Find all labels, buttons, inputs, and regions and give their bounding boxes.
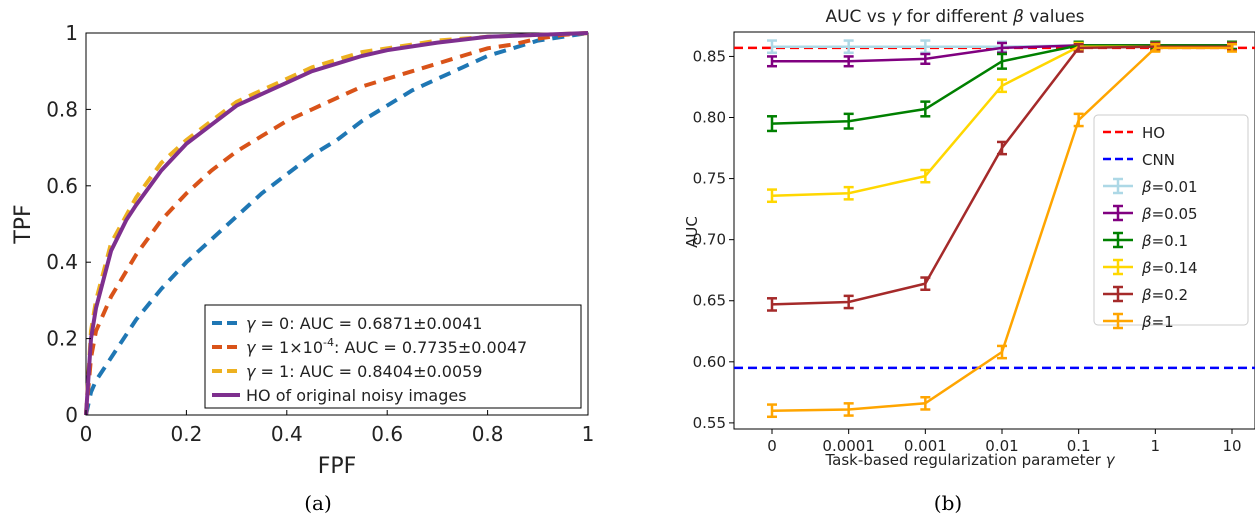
auc-x-axis-label: Task-based regularization parameter γ xyxy=(824,451,1115,469)
roc-plot-frame xyxy=(85,32,589,416)
roc-y-tick-label: 0.6 xyxy=(46,174,78,198)
auc-y-tick-label: 0.70 xyxy=(693,231,726,249)
auc-x-ticks: 0 0.0001 0.001 0.01 0.1 1 10 xyxy=(767,429,1242,455)
auc-errorbar xyxy=(767,188,777,204)
auc-x-tick-label: 10 xyxy=(1222,437,1241,455)
auc-legend-swatch-beta-0 xyxy=(1103,177,1133,195)
roc-y-tick-label: 1 xyxy=(65,21,78,45)
auc-x-tick-label: 0.1 xyxy=(1067,437,1091,455)
roc-y-tick-label: 0.4 xyxy=(46,250,78,274)
roc-x-tick-label: 0.6 xyxy=(371,422,403,446)
auc-y-axis-label: AUC xyxy=(683,216,701,248)
auc-errorbar xyxy=(1150,42,1161,53)
auc-y-tick-label: 0.85 xyxy=(693,47,726,65)
auc-errorbar xyxy=(1073,112,1084,128)
panel-caption-a: (a) xyxy=(304,491,332,515)
auc-y-tick-label: 0.65 xyxy=(693,292,726,310)
roc-x-tick-label: 0.2 xyxy=(170,422,202,446)
roc-x-tick-label: 0.4 xyxy=(271,422,303,446)
roc-x-tick-label: 0 xyxy=(80,422,93,446)
auc-errorbar xyxy=(843,112,854,130)
roc-y-axis-label: TPF xyxy=(11,204,36,244)
auc-series xyxy=(767,39,1237,419)
roc-y-tick-label: 0 xyxy=(65,403,78,427)
auc-x-tick-label: 0 xyxy=(767,437,777,455)
roc-x-tick-label: 0.8 xyxy=(472,422,504,446)
auc-errorbar xyxy=(997,78,1007,94)
auc-errorbar xyxy=(997,140,1007,156)
auc-errorbar xyxy=(843,294,854,310)
auc-plot-frame xyxy=(733,31,1255,430)
auc-legend-label-beta-3: β=0.14 xyxy=(1141,259,1198,277)
auc-errorbar xyxy=(767,39,777,55)
auc-y-tick-label: 0.55 xyxy=(693,414,726,432)
auc-legend-swatch-beta-4 xyxy=(1103,285,1133,303)
roc-legend-box xyxy=(204,304,582,409)
roc-chart: 0 0.2 0.4 0.6 0.8 1 0 0.2 0.4 0.6 0.8 1 FPF TPF γ … xyxy=(11,21,594,515)
roc-legend: γ = 0: AUC = 0.6871±0.0041 γ = 1×10-4: AU… xyxy=(204,304,582,409)
auc-legend-label-beta-0: β=0.01 xyxy=(1141,178,1198,196)
auc-x-tick-label: 0.01 xyxy=(985,437,1018,455)
roc-curve-0 xyxy=(84,31,589,416)
auc-errorbar xyxy=(920,52,931,66)
roc-y-ticks: 0 0.2 0.4 0.6 0.8 1 xyxy=(46,21,91,427)
auc-errorbar xyxy=(920,100,931,118)
auc-errorbar xyxy=(920,276,931,291)
auc-legend-swatch-beta-1 xyxy=(1103,204,1133,222)
auc-legend-label-ho: HO xyxy=(1142,124,1165,142)
auc-errorbar xyxy=(920,395,931,411)
auc-errorbar xyxy=(997,52,1007,70)
auc-errorbar xyxy=(1073,42,1084,53)
auc-errorbar xyxy=(843,55,854,68)
auc-errorbar xyxy=(767,55,777,68)
auc-legend-label-cnn: CNN xyxy=(1142,151,1175,169)
roc-legend-label-2: γ = 1: AUC = 0.8404±0.0059 xyxy=(246,362,482,381)
auc-y-ticks: 0.55 0.60 0.65 0.70 0.75 0.80 0.85 xyxy=(693,47,734,432)
roc-legend-label-1: γ = 1×10-4: AUC = 0.7735±0.0047 xyxy=(246,336,527,357)
auc-x-tick-label: 0.0001 xyxy=(822,437,875,455)
auc-vs-gamma-chart: AUC vs γ for different β values 0 0.0001 0… xyxy=(683,7,1255,515)
auc-errorbar xyxy=(843,402,854,417)
auc-legend-swatch-beta-5 xyxy=(1103,312,1133,330)
auc-legend: HO CNN β=0.01 β=0.05 β=0.1 β=0.14 β=0.2 β=1 xyxy=(1093,114,1249,331)
roc-curve-2 xyxy=(84,31,589,416)
auc-errorbar xyxy=(997,344,1007,360)
auc-legend-label-beta-1: β=0.05 xyxy=(1141,205,1198,223)
auc-legend-label-beta-2: β=0.1 xyxy=(1141,232,1188,250)
roc-legend-label-3: HO of original noisy images xyxy=(246,386,467,405)
auc-chart-title: AUC vs γ for different β values xyxy=(825,7,1084,27)
roc-x-tick-label: 1 xyxy=(582,422,595,446)
roc-x-ticks: 0 0.2 0.4 0.6 0.8 1 xyxy=(80,410,595,446)
auc-x-tick-label: 0.001 xyxy=(904,437,947,455)
roc-y-tick-label: 0.8 xyxy=(46,97,78,121)
auc-errorbar xyxy=(843,39,854,55)
auc-errorbar xyxy=(843,185,854,201)
auc-errorbar xyxy=(767,115,777,133)
roc-curve-3 xyxy=(84,31,589,416)
roc-x-axis-label: FPF xyxy=(318,454,357,479)
roc-curve-1 xyxy=(84,31,589,416)
auc-errorbar xyxy=(920,168,931,184)
roc-legend-label-0: γ = 0: AUC = 0.6871±0.0041 xyxy=(246,314,482,333)
auc-legend-label-beta-5: β=1 xyxy=(1141,313,1174,331)
auc-legend-box xyxy=(1093,114,1249,326)
auc-errorbar xyxy=(767,297,777,312)
auc-legend-swatch-beta-3 xyxy=(1103,258,1133,276)
auc-legend-swatch-beta-2 xyxy=(1103,231,1133,249)
roc-y-tick-label: 0.2 xyxy=(46,327,78,351)
auc-errorbar xyxy=(1227,42,1237,53)
auc-y-tick-label: 0.75 xyxy=(693,170,726,188)
auc-y-tick-label: 0.60 xyxy=(693,353,726,371)
auc-y-tick-label: 0.80 xyxy=(693,109,726,127)
roc-curves xyxy=(84,31,589,416)
panel-caption-b: (b) xyxy=(934,491,962,515)
auc-legend-label-beta-4: β=0.2 xyxy=(1141,286,1188,304)
auc-errorbar xyxy=(767,403,777,419)
auc-x-tick-label: 1 xyxy=(1151,437,1161,455)
